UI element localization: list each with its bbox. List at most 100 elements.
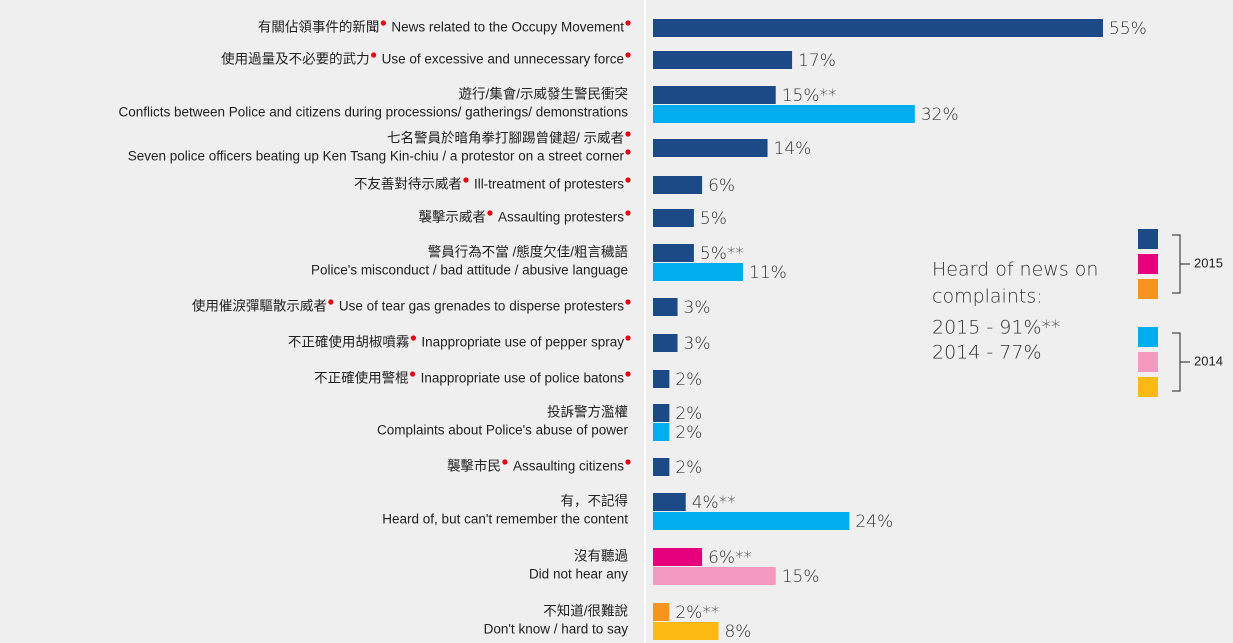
bar — [653, 370, 670, 388]
legend-swatch — [1138, 327, 1158, 347]
value-label: 55% — [1109, 19, 1147, 39]
bar — [653, 19, 1103, 37]
bar — [653, 298, 678, 316]
category-label-zh: 投訴警方濫權 — [547, 405, 628, 420]
marker-dot — [463, 177, 469, 183]
value-label: 3% — [684, 298, 711, 318]
value-label: 2%** — [675, 603, 719, 623]
bar — [653, 548, 703, 566]
marker-dot — [625, 131, 631, 137]
category-label-en: Don't know / hard to say — [484, 622, 629, 637]
marker-dot — [625, 371, 631, 377]
legend-swatch — [1138, 279, 1158, 299]
marker-dot — [625, 20, 631, 26]
bar — [653, 423, 670, 441]
category-label-en: Inappropriate use of pepper spray — [421, 335, 624, 350]
marker-dot — [410, 371, 416, 377]
bar — [653, 404, 670, 422]
value-label: 24% — [855, 512, 893, 532]
marker-dot — [625, 335, 631, 341]
category-label-en: Assaulting protesters — [498, 210, 624, 225]
value-label: 15%** — [782, 86, 837, 106]
marker-dot — [371, 52, 377, 58]
legend-swatch — [1138, 377, 1158, 397]
annotation: 2014 - 77% — [932, 342, 1042, 364]
category-label-zh: 不正確使用胡椒噴霧 — [288, 334, 410, 350]
marker-dot — [380, 20, 386, 26]
category-label-zh: 有關佔領事件的新聞 — [258, 19, 380, 35]
value-label: 6%** — [708, 548, 752, 568]
value-label: 2% — [675, 404, 702, 424]
legend-swatch — [1138, 352, 1158, 372]
value-label: 2% — [675, 423, 702, 443]
value-label: 8% — [724, 622, 751, 642]
value-label: 15% — [782, 567, 820, 587]
marker-dot — [625, 210, 631, 216]
category-label-zh: 七名警員於暗角拳打腳踢曾健超/ 示威者 — [387, 130, 624, 146]
category-label-zh: 沒有聽過 — [574, 548, 628, 564]
marker-dot — [502, 459, 508, 465]
category-label-zh: 不知道/很難說 — [543, 603, 628, 619]
marker-dot — [487, 210, 493, 216]
value-label: 17% — [798, 51, 836, 71]
bar — [653, 263, 743, 281]
category-label-en: Conflicts between Police and citizens du… — [118, 105, 628, 120]
bar — [653, 86, 776, 104]
value-label: 5%** — [700, 244, 744, 264]
bar — [653, 176, 703, 194]
bar — [653, 603, 670, 621]
bar — [653, 567, 776, 585]
bar — [653, 244, 694, 262]
category-label-en: Complaints about Police's abuse of power — [377, 423, 628, 438]
category-label-zh: 使用催淚彈驅散示威者 — [192, 298, 327, 314]
marker-dot — [625, 149, 631, 155]
bar — [653, 512, 850, 530]
category-label-en: Assaulting citizens — [513, 459, 624, 474]
bar — [653, 334, 678, 352]
marker-dot — [625, 459, 631, 465]
legend-label: 2015 — [1194, 255, 1223, 270]
marker-dot — [625, 299, 631, 305]
value-label: 5% — [700, 209, 727, 229]
category-label-zh: 襲擊示威者 — [418, 209, 486, 225]
annotation: 2015 - 91%** — [932, 317, 1061, 339]
legend-swatch — [1138, 254, 1158, 274]
category-label-en: Seven police officers beating up Ken Tsa… — [128, 149, 625, 164]
category-label-zh: 遊行/集會/示威發生警民衝突 — [458, 87, 628, 102]
category-label-zh: 有，不記得 — [561, 493, 629, 509]
value-label: 2% — [675, 370, 702, 390]
marker-dot — [625, 177, 631, 183]
legend-bracket — [1172, 234, 1190, 294]
category-label-zh: 警員行為不當 /態度欠佳/粗言穢語 — [428, 244, 628, 260]
value-label: 32% — [921, 105, 959, 125]
category-label-zh: 使用過量及不必要的武力 — [221, 51, 370, 67]
category-label-en: Use of tear gas grenades to disperse pro… — [339, 299, 624, 314]
value-label: 2% — [675, 458, 702, 478]
bar — [653, 51, 793, 69]
annotation: Heard of news on — [932, 259, 1098, 281]
category-label-en: News related to the Occupy Movement — [391, 20, 624, 35]
value-label: 14% — [774, 139, 812, 159]
value-label: 3% — [684, 334, 711, 354]
legend-label: 2014 — [1194, 353, 1223, 368]
category-label-zh: 不正確使用警棍 — [314, 370, 409, 386]
marker-dot — [410, 335, 416, 341]
bar — [653, 105, 915, 123]
category-label-en: Ill-treatment of protesters — [474, 177, 624, 192]
bar — [653, 493, 686, 511]
category-label-en: Use of excessive and unnecessary force — [382, 52, 624, 67]
category-label-zh: 不友善對待示威者 — [354, 177, 462, 192]
marker-dot — [328, 299, 334, 305]
category-label-en: Inappropriate use of police batons — [421, 371, 625, 386]
category-label-en: Heard of, but can't remember the content — [382, 512, 628, 527]
bar — [653, 209, 694, 227]
annotation: complaints: — [932, 286, 1043, 308]
category-label-zh: 襲擊市民 — [447, 458, 501, 474]
bar — [653, 458, 670, 476]
value-label: 4%** — [692, 493, 736, 513]
marker-dot — [625, 52, 631, 58]
bar — [653, 139, 768, 157]
category-label-en: Did not hear any — [529, 567, 628, 582]
category-label-en: Police's misconduct / bad attitude / abu… — [311, 263, 628, 278]
